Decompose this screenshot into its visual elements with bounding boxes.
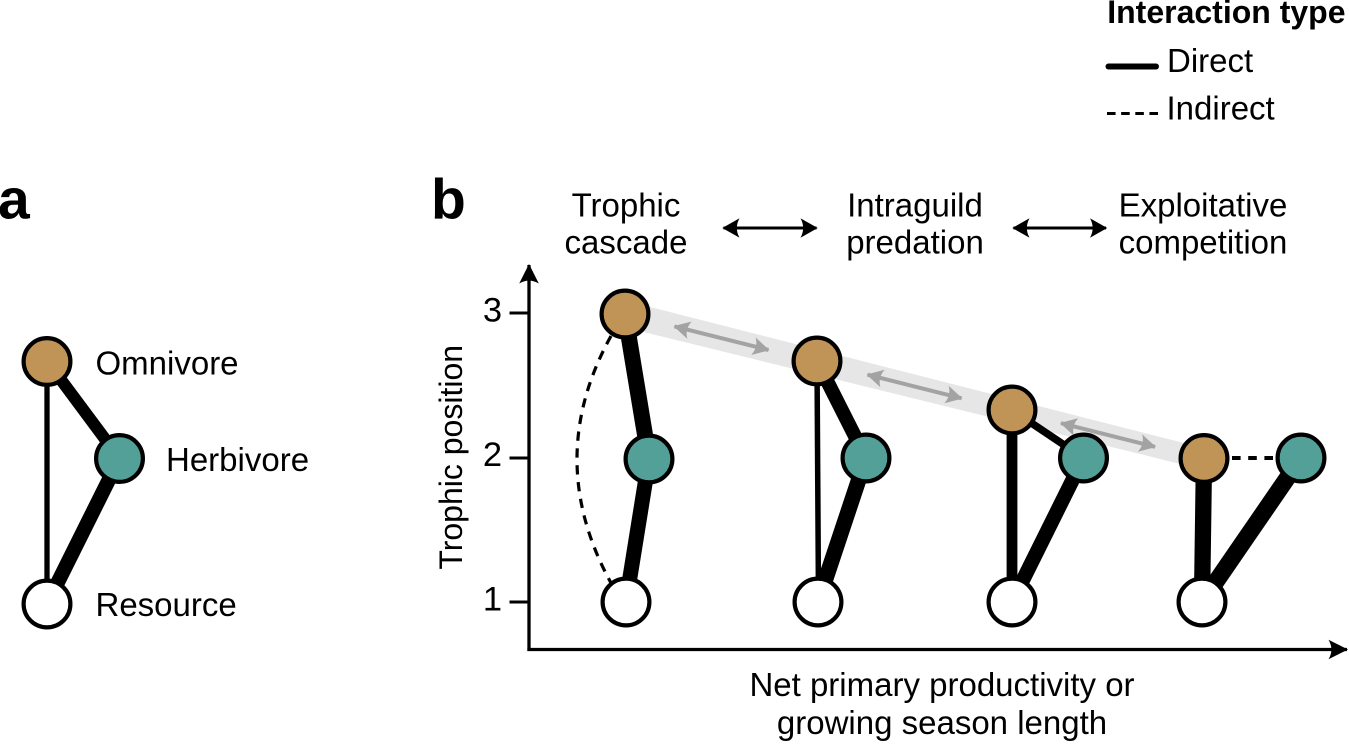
svg-text:competition: competition [1119,224,1288,261]
svg-text:cascade: cascade [565,224,688,261]
svg-text:Intraguild: Intraguild [847,187,983,224]
svg-text:Resource: Resource [96,586,237,623]
svg-text:Interaction type: Interaction type [1107,0,1345,30]
svg-text:Direct: Direct [1167,42,1253,79]
svg-text:predation: predation [846,224,984,261]
svg-text:Trophic: Trophic [572,187,681,224]
svg-text:Trophic position: Trophic position [433,345,469,570]
svg-text:a: a [0,168,31,232]
svg-text:Herbivore: Herbivore [166,441,309,478]
svg-text:Exploitative: Exploitative [1119,187,1288,224]
svg-text:Omnivore: Omnivore [96,345,239,382]
svg-text:Indirect: Indirect [1167,90,1275,127]
svg-text:3: 3 [483,292,502,330]
svg-text:b: b [431,168,466,232]
svg-text:1: 1 [483,581,502,619]
svg-text:growing season length: growing season length [777,704,1107,741]
svg-text:Net primary productivity or: Net primary productivity or [749,666,1134,703]
svg-text:2: 2 [483,436,502,474]
